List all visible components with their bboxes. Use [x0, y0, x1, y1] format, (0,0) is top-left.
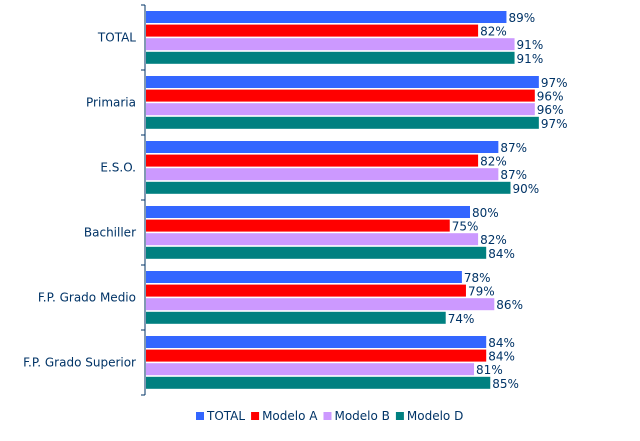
legend-swatch: [196, 412, 204, 420]
data-label: 75%: [452, 220, 479, 234]
bar-modelo-d: [146, 116, 539, 129]
data-label: 85%: [492, 377, 519, 391]
bar-modelo-d: [146, 376, 491, 389]
data-label: 84%: [488, 336, 515, 350]
bar-modelo-b: [146, 363, 475, 376]
data-label: 86%: [496, 298, 523, 312]
bar-total: [146, 271, 462, 283]
data-label: 82%: [480, 155, 507, 169]
bar-modelo-a: [146, 89, 535, 102]
data-label: 97%: [541, 117, 568, 131]
category-label: F.P. Grado Medio: [38, 291, 136, 305]
data-label: 90%: [513, 182, 540, 196]
data-label: 84%: [488, 350, 515, 364]
bar-modelo-a: [146, 154, 479, 167]
data-label: 89%: [508, 11, 535, 25]
data-label: 80%: [472, 206, 499, 220]
bar-modelo-d: [146, 246, 487, 259]
bar-total: [146, 11, 507, 23]
data-label: 96%: [537, 103, 564, 117]
bar-modelo-b: [146, 233, 479, 246]
bar-modelo-d: [146, 311, 446, 324]
legend-label: Modelo A: [262, 409, 318, 423]
legend-label: Modelo B: [334, 409, 389, 423]
bar-total: [146, 76, 539, 88]
legend-label: Modelo D: [407, 409, 463, 423]
legend-swatch: [323, 412, 332, 420]
data-label: 96%: [537, 90, 564, 104]
bar-modelo-a: [146, 24, 479, 37]
bar-modelo-a: [146, 284, 466, 297]
bar-modelo-d: [146, 181, 511, 194]
bar-modelo-d: [146, 51, 515, 64]
bar-modelo-a: [146, 349, 487, 362]
legend-swatch: [395, 412, 404, 420]
category-label: TOTAL: [97, 31, 136, 45]
data-label: 87%: [500, 141, 527, 155]
data-label: 82%: [480, 25, 507, 39]
legend-label: TOTAL: [206, 409, 245, 423]
data-label: 82%: [480, 233, 507, 247]
category-label: E.S.O.: [100, 161, 136, 175]
bar-modelo-a: [146, 219, 450, 232]
category-label: Primaria: [86, 96, 136, 110]
bar-modelo-b: [146, 103, 535, 116]
data-label: 91%: [517, 52, 544, 66]
data-label: 91%: [517, 38, 544, 52]
bar-modelo-b: [146, 298, 495, 311]
category-label: Bachiller: [84, 226, 136, 240]
data-label: 74%: [448, 312, 475, 326]
category-label: F.P. Grado Superior: [23, 356, 136, 370]
legend-swatch: [251, 412, 260, 420]
data-label: 79%: [468, 285, 495, 299]
data-label: 78%: [464, 271, 491, 285]
bar-modelo-b: [146, 38, 515, 51]
bar-total: [146, 141, 499, 153]
bar-total: [146, 336, 487, 348]
data-label: 84%: [488, 247, 515, 261]
bar-modelo-b: [146, 168, 499, 181]
data-label: 87%: [500, 168, 527, 182]
data-label: 97%: [541, 76, 568, 90]
data-label: 81%: [476, 363, 503, 377]
bar-total: [146, 206, 470, 218]
